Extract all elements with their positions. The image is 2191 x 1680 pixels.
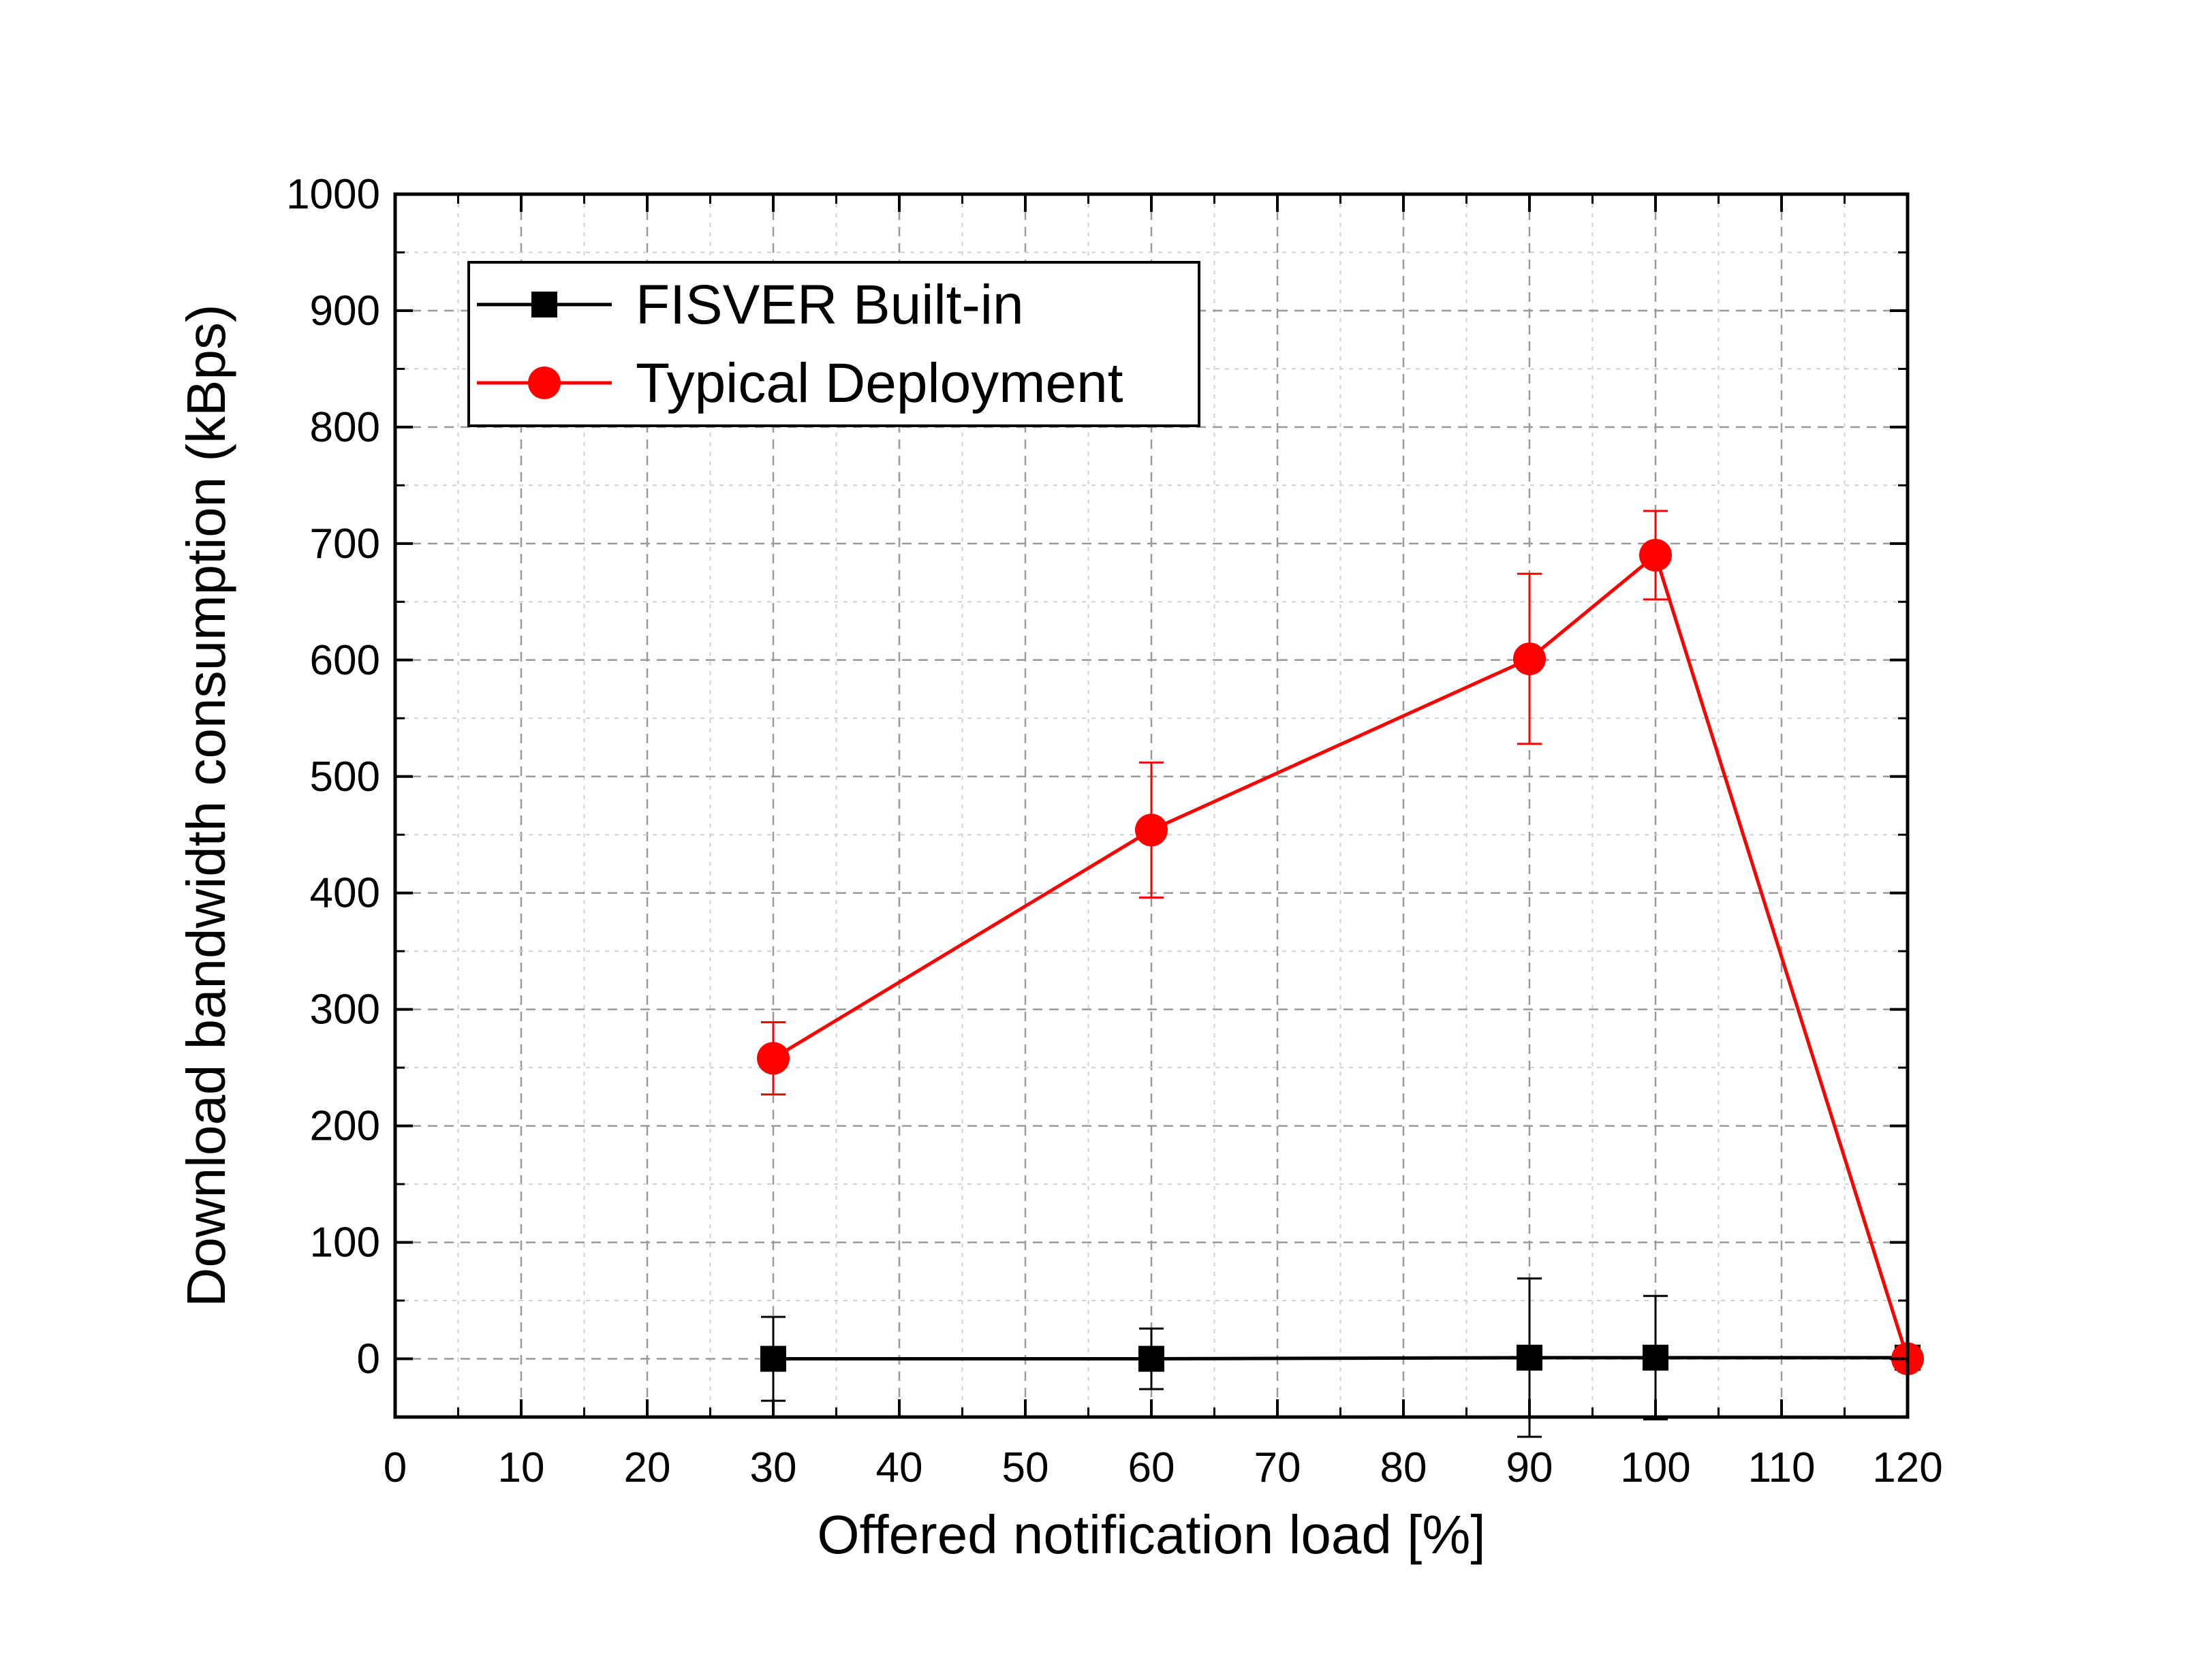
x-tick-label: 30 (750, 1444, 797, 1491)
y-axis-title: Download bandwidth consumption (kBps) (176, 305, 236, 1307)
y-tick-label: 600 (310, 637, 380, 684)
y-tick-label: 700 (310, 520, 380, 567)
x-tick-label: 110 (1748, 1444, 1816, 1491)
series-0 (760, 1277, 1921, 1438)
legend-label: FISVER Built-in (636, 274, 1024, 336)
x-tick-label: 50 (1002, 1444, 1049, 1491)
legend-item-1: Typical Deployment (477, 352, 1123, 414)
series-line (773, 1356, 1908, 1361)
data-point-square (760, 1345, 786, 1372)
y-tick-label: 900 (310, 287, 380, 335)
x-tick-label: 120 (1872, 1444, 1942, 1491)
x-tick-label: 60 (1128, 1444, 1175, 1491)
legend-item-0: FISVER Built-in (477, 274, 1024, 336)
x-tick-label: 70 (1254, 1444, 1301, 1491)
y-tick-label: 400 (310, 870, 380, 917)
data-point-square (531, 292, 557, 317)
legend: FISVER Built-in Typical Deployment (467, 261, 1200, 427)
data-point-circle (757, 1042, 790, 1075)
x-tick-label: 90 (1506, 1444, 1553, 1491)
x-axis-title: Offered notification load [%] (817, 1504, 1485, 1565)
x-tick-label: 100 (1620, 1444, 1690, 1491)
y-tick-label: 100 (310, 1219, 380, 1266)
y-tick-label: 1000 (286, 171, 380, 218)
x-tick-label: 0 (384, 1444, 407, 1491)
legend-label: Typical Deployment (636, 352, 1123, 414)
x-tick-label: 40 (876, 1444, 923, 1491)
y-tick-label: 0 (357, 1336, 380, 1383)
y-tick-label: 800 (310, 404, 380, 451)
data-point-square (1643, 1344, 1668, 1371)
data-point-circle (1513, 642, 1546, 676)
data-point-circle (1639, 538, 1672, 572)
data-point-circle (528, 367, 561, 399)
series-line (772, 552, 1910, 1360)
x-tick-label: 20 (624, 1444, 671, 1491)
y-tick-label: 300 (310, 986, 380, 1033)
data-point-square (1138, 1345, 1164, 1372)
legend-box (467, 261, 1200, 427)
series-1 (757, 510, 1924, 1375)
y-tick-label: 200 (310, 1103, 380, 1150)
y-tick-label: 500 (310, 753, 380, 800)
data-point-circle (1135, 813, 1168, 847)
data-point-square (1517, 1344, 1542, 1371)
series-layer (757, 510, 1924, 1438)
x-tick-label: 80 (1380, 1444, 1427, 1491)
axis-ticks: 0 10 20 30 40 50 60 70 80 90 100 110 120 0 100 200 300 40… (286, 171, 1943, 1491)
x-tick-label: 10 (498, 1444, 545, 1491)
